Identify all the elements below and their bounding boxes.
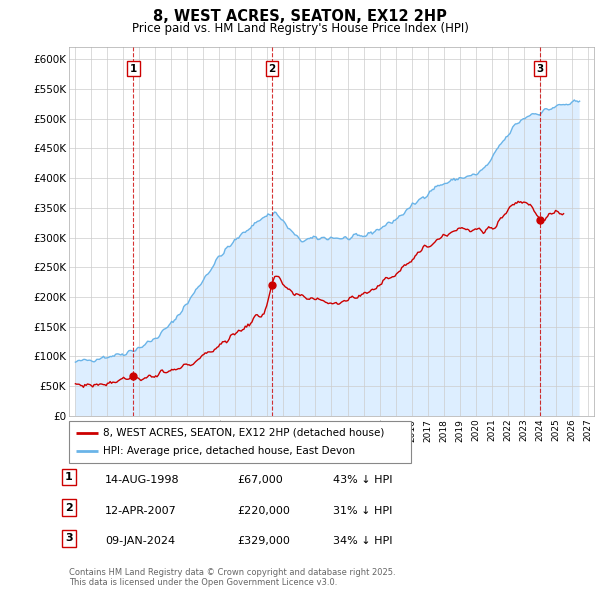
Text: 3: 3 <box>536 64 544 74</box>
Text: 12-APR-2007: 12-APR-2007 <box>105 506 177 516</box>
Text: Contains HM Land Registry data © Crown copyright and database right 2025.
This d: Contains HM Land Registry data © Crown c… <box>69 568 395 587</box>
Text: 2: 2 <box>268 64 275 74</box>
Text: Price paid vs. HM Land Registry's House Price Index (HPI): Price paid vs. HM Land Registry's House … <box>131 22 469 35</box>
Text: 3: 3 <box>65 533 73 543</box>
Text: 14-AUG-1998: 14-AUG-1998 <box>105 475 179 485</box>
Text: 1: 1 <box>130 64 137 74</box>
Text: £329,000: £329,000 <box>237 536 290 546</box>
Text: £67,000: £67,000 <box>237 475 283 485</box>
Text: 8, WEST ACRES, SEATON, EX12 2HP (detached house): 8, WEST ACRES, SEATON, EX12 2HP (detache… <box>103 428 385 438</box>
FancyBboxPatch shape <box>69 421 411 463</box>
Text: 1: 1 <box>65 472 73 482</box>
Text: 8, WEST ACRES, SEATON, EX12 2HP: 8, WEST ACRES, SEATON, EX12 2HP <box>153 9 447 24</box>
Text: 43% ↓ HPI: 43% ↓ HPI <box>333 475 392 485</box>
Text: 31% ↓ HPI: 31% ↓ HPI <box>333 506 392 516</box>
Text: 2: 2 <box>65 503 73 513</box>
Text: 09-JAN-2024: 09-JAN-2024 <box>105 536 175 546</box>
Text: HPI: Average price, detached house, East Devon: HPI: Average price, detached house, East… <box>103 446 355 456</box>
Text: £220,000: £220,000 <box>237 506 290 516</box>
Text: 34% ↓ HPI: 34% ↓ HPI <box>333 536 392 546</box>
